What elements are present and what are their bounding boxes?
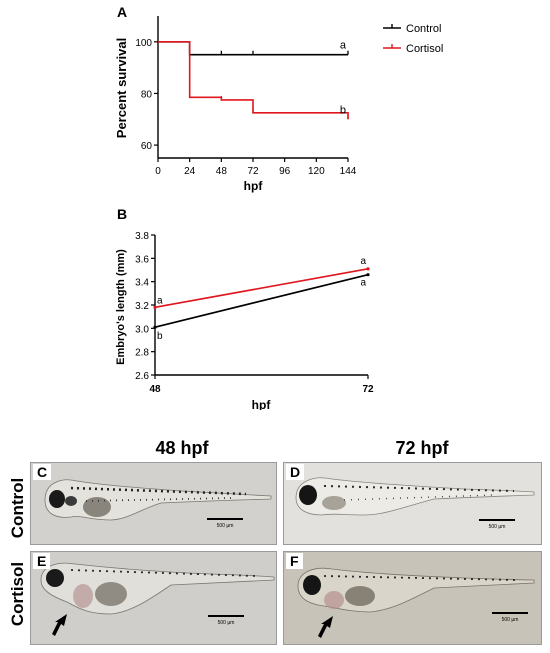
micrograph-e: E 500 µm [30, 551, 277, 645]
significance-label: a [360, 256, 366, 267]
scale-bar [207, 518, 243, 520]
x-tick-label: 48 [216, 166, 228, 177]
y-tick-label: 2.6 [135, 371, 149, 382]
larva-image [297, 567, 535, 638]
significance-label: a [340, 40, 347, 52]
y-tick-label: 3.2 [135, 301, 149, 312]
panel-letter: F [286, 553, 303, 569]
larva-image [40, 562, 275, 636]
y-tick-label: 3.8 [135, 231, 149, 242]
x-axis-title: hpf [252, 398, 272, 410]
series-line-control [154, 273, 369, 328]
significance-label: a [157, 295, 163, 306]
larva-image [295, 477, 535, 516]
x-axis-title: hpf [244, 179, 264, 193]
col-header-72: 72 hpf [395, 438, 449, 458]
significance-label: b [157, 331, 163, 342]
y-tick-label: 3.4 [135, 278, 149, 289]
series-line-cortisol [154, 267, 369, 309]
panel-label-b: B [117, 206, 127, 222]
scale-bar [208, 615, 244, 617]
panel-label-a: A [117, 4, 127, 20]
y-tick-label: 100 [135, 38, 152, 49]
x-tick-label: 144 [340, 166, 357, 177]
x-tick-label: 120 [308, 166, 325, 177]
scale-bar [492, 612, 528, 614]
series-group: ab [158, 40, 349, 120]
legend: Control Cortisol [383, 23, 443, 55]
x-tick-label: 24 [184, 166, 196, 177]
row-label-cortisol: Cortisol [8, 561, 27, 627]
panel-letter: C [33, 464, 52, 480]
data-point [366, 267, 370, 271]
axis-group: 60 80 100 0 24 48 72 96 120 144 [135, 16, 357, 177]
x-tick-label: 72 [247, 166, 259, 177]
scale-bar-label: 500 µm [217, 620, 235, 626]
x-tick-label: 48 [149, 384, 161, 395]
x-tick-label: 96 [279, 166, 291, 177]
row-label-control: Control [8, 477, 27, 539]
legend-label-cortisol: Cortisol [406, 43, 443, 55]
y-tick-label: 3.0 [135, 324, 149, 335]
axis-group: 2.6 2.8 3.0 3.2 3.4 3.6 3.8 48 72 [135, 231, 374, 395]
micrograph-c: C 500 µm [30, 462, 277, 545]
y-tick-label: 80 [141, 89, 153, 100]
panel-letter: E [33, 553, 51, 569]
y-tick-label: 3.6 [135, 254, 149, 265]
col-header-48: 48 hpf [155, 438, 209, 458]
data-point [366, 273, 370, 277]
scale-bar-label: 500 µm [488, 524, 506, 530]
y-axis-title: Percent survival [114, 38, 129, 138]
micrograph-f: F 500 µm [283, 551, 542, 645]
y-tick-label: 60 [141, 141, 153, 152]
series-line-cortisol [158, 41, 349, 120]
data-point [153, 325, 157, 329]
x-tick-label: 0 [155, 166, 161, 177]
significance-label: b [340, 104, 346, 116]
scale-bar-label: 500 µm [216, 523, 234, 529]
legend-label-control: Control [406, 23, 441, 35]
data-point [153, 305, 157, 309]
scale-bar [479, 519, 515, 521]
y-axis-title: Embryo's length (mm) [115, 249, 127, 365]
panel-letter: D [286, 464, 305, 480]
y-tick-label: 2.8 [135, 348, 149, 359]
x-tick-label: 72 [362, 384, 374, 395]
micrograph-d: D 500 µm [283, 462, 542, 545]
larva-image [44, 479, 272, 521]
scale-bar-label: 500 µm [501, 617, 519, 623]
significance-label: a [360, 278, 366, 289]
